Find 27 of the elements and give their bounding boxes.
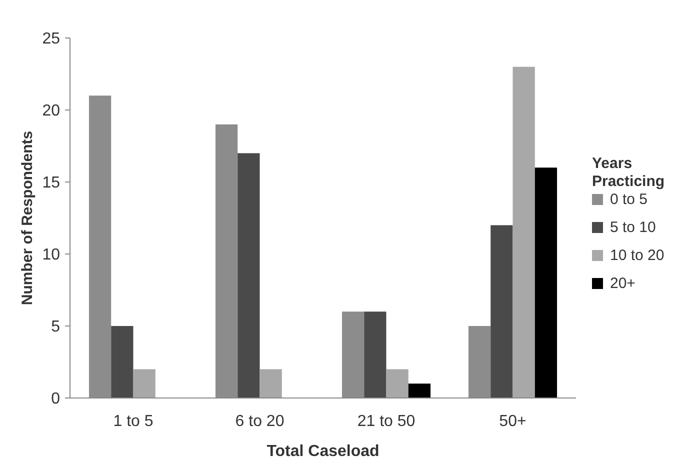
y-tick-label: 0 — [51, 390, 60, 408]
x-axis-title: Total Caseload — [266, 443, 380, 460]
legend-label: 20+ — [610, 275, 636, 292]
bar — [260, 369, 282, 398]
y-tick-label: 10 — [42, 246, 60, 264]
bar — [133, 369, 156, 398]
bar — [386, 369, 408, 398]
bar — [408, 384, 431, 398]
y-tick-label: 15 — [42, 174, 60, 192]
bar — [238, 153, 260, 398]
legend-label: 10 to 20 — [610, 247, 664, 264]
bar — [490, 225, 513, 398]
y-tick-label: 20 — [42, 102, 60, 120]
x-tick-label: 50+ — [499, 413, 526, 430]
legend-label: 0 to 5 — [610, 191, 648, 208]
y-tick-label: 5 — [51, 318, 60, 336]
legend-label: 5 to 10 — [610, 219, 656, 236]
x-tick-label: 1 to 5 — [113, 413, 154, 430]
legend-title: Years Practicing — [592, 155, 665, 190]
y-axis-title: Number of Respondents — [19, 130, 36, 306]
bar — [534, 168, 558, 398]
bar — [364, 312, 386, 398]
bar — [111, 326, 134, 398]
y-tick-label: 25 — [42, 30, 60, 48]
x-tick-label: 21 to 50 — [357, 413, 416, 430]
bar — [512, 66, 535, 398]
x-tick-label: 6 to 20 — [235, 413, 284, 430]
